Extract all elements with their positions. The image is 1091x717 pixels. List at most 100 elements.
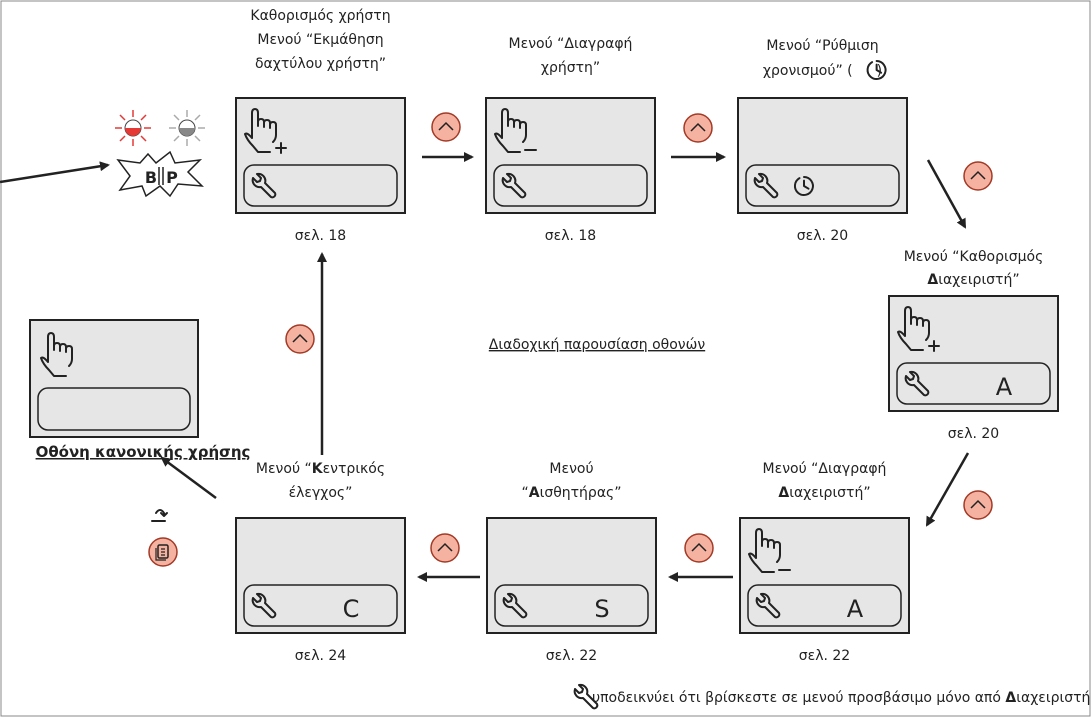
caption-text: χρήστη” xyxy=(541,60,600,76)
chevron xyxy=(970,499,986,509)
normal-screen-label: Οθόνη κανονικής χρήσης xyxy=(36,443,251,461)
caption-text: Μενού “ xyxy=(256,461,312,477)
caption-line: Μενού xyxy=(549,461,593,477)
wrench-icon xyxy=(573,683,599,710)
chevron xyxy=(292,333,308,343)
screen xyxy=(739,517,910,634)
caption-text: ισθητήρας” xyxy=(540,485,622,501)
screen xyxy=(486,517,657,634)
screen-letter: A xyxy=(996,373,1013,401)
caption-text: Μενού “Ρύθμιση xyxy=(766,38,878,54)
caption-text: Δ xyxy=(778,485,789,501)
hand xyxy=(40,332,73,377)
caption-line: χρονισμού” () xyxy=(763,63,882,79)
caption-text: ιαχειριστή” xyxy=(938,272,1019,288)
caption-text: έλεγχος” xyxy=(289,485,353,501)
page-ref: σελ. 22 xyxy=(546,648,597,664)
button xyxy=(285,324,315,354)
beep: B P xyxy=(116,150,204,198)
chevron xyxy=(438,121,454,131)
caption-text: Μενού “Καθορισμός xyxy=(904,249,1044,265)
caption-line: Διαχειριστή” xyxy=(778,485,870,501)
up-button xyxy=(963,161,993,191)
caption-line: Μενού “Εκμάθηση xyxy=(257,32,383,48)
chevron xyxy=(691,542,707,552)
screen-bottom-panel xyxy=(494,584,649,627)
page-ref: σελ. 18 xyxy=(545,228,596,244)
caption-line: Μενού “Διαγραφή xyxy=(509,36,633,52)
screen xyxy=(888,295,1059,412)
hand xyxy=(244,108,277,153)
screen-bottom-panel xyxy=(747,584,902,627)
hand-icon xyxy=(40,332,73,377)
button xyxy=(963,161,993,191)
up-button xyxy=(285,324,315,354)
clock-icon xyxy=(866,60,887,80)
screen-letter: C xyxy=(343,595,360,623)
hand-icon xyxy=(494,108,537,153)
up-button xyxy=(430,533,460,563)
up-button xyxy=(963,490,993,520)
beep-left: B xyxy=(145,168,157,187)
screen xyxy=(737,97,908,214)
caption-text: Μενού “Διαγραφή xyxy=(509,36,633,52)
screen-bottom-panel xyxy=(243,584,398,627)
caption-line: χρήστη” xyxy=(541,60,600,76)
caption-line: δαχτύλου χρήστη” xyxy=(255,56,386,72)
button xyxy=(963,490,993,520)
hand-icon xyxy=(748,528,791,573)
screen-letter: S xyxy=(594,595,609,623)
caption-line: “Αισθητήρας” xyxy=(521,485,621,501)
led-grey xyxy=(169,110,205,146)
page-ref: σελ. 22 xyxy=(799,648,850,664)
normal-screen xyxy=(29,319,199,438)
plus xyxy=(928,340,940,352)
wrench-icon xyxy=(251,172,277,199)
clock-icon xyxy=(793,176,814,196)
caption-line: έλεγχος” xyxy=(289,485,353,501)
screen-bottom-panel xyxy=(896,362,1051,405)
caption-text: Καθορισμός χρήστη xyxy=(250,8,390,24)
button xyxy=(430,533,460,563)
wrench-icon xyxy=(251,592,277,619)
button xyxy=(684,533,714,563)
screen-bottom-panel xyxy=(745,164,900,207)
screen-letter: A xyxy=(847,595,864,623)
page-ref: σελ. 20 xyxy=(797,228,848,244)
caption-text: Δ xyxy=(927,272,938,288)
caption-text: Μενού “Διαγραφή xyxy=(763,461,887,477)
caption-text: εντρικός xyxy=(323,461,385,477)
return-icon xyxy=(151,509,168,522)
chevron xyxy=(690,122,706,132)
wrench-icon xyxy=(904,370,930,397)
caption-text: Α xyxy=(529,485,540,501)
hand xyxy=(897,306,930,351)
button xyxy=(683,113,713,143)
caption-line: Μενού “Καθορισμός xyxy=(904,249,1044,265)
caption-line: Μενού “Ρύθμιση xyxy=(766,38,878,54)
sequence-title: Διαδοχική παρουσίαση οθονών xyxy=(489,337,706,353)
up-button xyxy=(684,533,714,563)
up-button xyxy=(431,112,461,142)
page-ref: σελ. 18 xyxy=(295,228,346,244)
clock xyxy=(793,176,814,196)
hand-icon xyxy=(897,306,940,352)
caption-line: Καθορισμός χρήστη xyxy=(250,8,390,24)
page-ref: σελ. 24 xyxy=(295,648,347,664)
caption-line: Διαχειριστή” xyxy=(927,272,1019,288)
caption-text: δαχτύλου χρήστη” xyxy=(255,56,386,72)
page-ref: σελ. 20 xyxy=(948,426,999,442)
caption-line: Μενού “Διαγραφή xyxy=(763,461,887,477)
screen xyxy=(235,517,406,634)
chevron xyxy=(437,542,453,552)
menu-button xyxy=(148,537,178,567)
screen xyxy=(485,97,656,214)
wrench-icon xyxy=(502,592,528,619)
hand xyxy=(494,108,527,153)
screen-bottom-panel xyxy=(493,164,648,207)
chevron xyxy=(970,170,986,180)
caption-line: Μενού “Κεντρικός xyxy=(256,461,385,477)
screen xyxy=(235,97,406,214)
plus xyxy=(275,142,287,154)
